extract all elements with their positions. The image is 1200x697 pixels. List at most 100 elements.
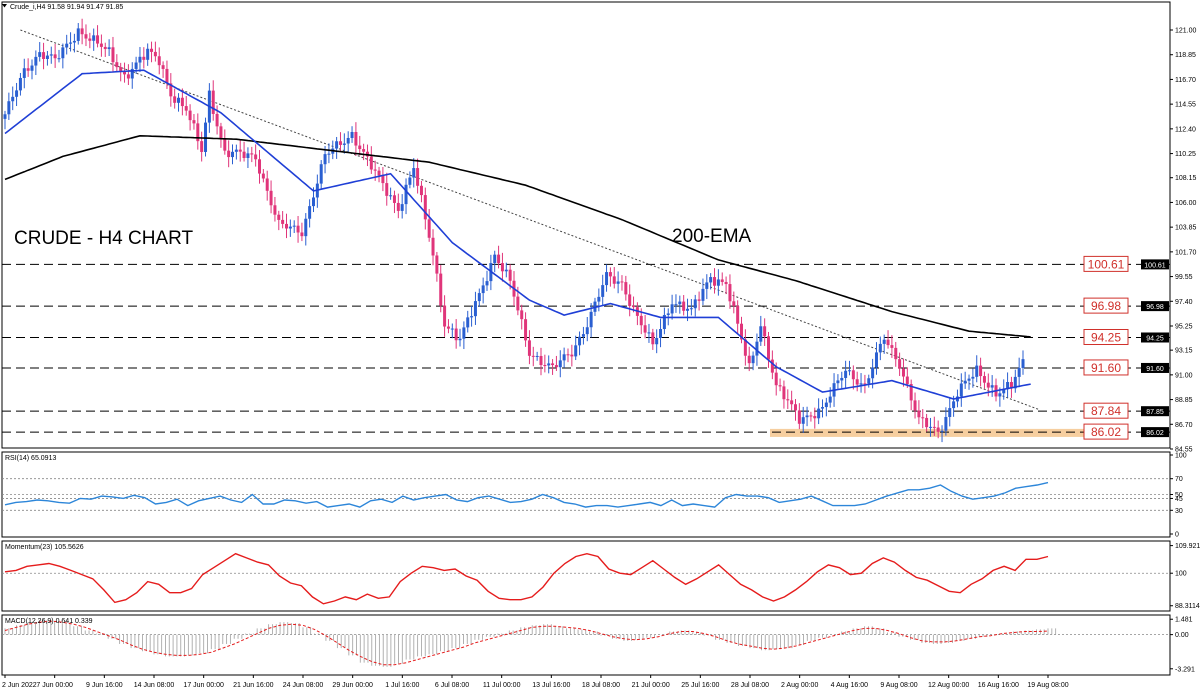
candle: [774, 362, 778, 396]
candle: [624, 275, 628, 301]
candle: [123, 62, 127, 83]
candle-body: [724, 281, 728, 285]
candle-body: [1017, 367, 1021, 377]
price-y-tick-label: 118.85: [1175, 52, 1196, 59]
candle-body: [847, 370, 851, 372]
candle-body: [504, 269, 508, 272]
candle: [416, 158, 420, 194]
candle-body: [840, 377, 844, 381]
candle-body: [126, 74, 130, 79]
candle: [728, 274, 732, 309]
candle-body: [254, 154, 258, 160]
candle-body: [439, 273, 443, 306]
candle: [720, 272, 724, 286]
candle-body: [304, 218, 308, 237]
candle-body: [53, 54, 57, 59]
candle-body: [153, 51, 157, 57]
candle-body: [863, 383, 867, 385]
candle: [662, 307, 666, 335]
candle: [211, 80, 215, 121]
candle-body: [543, 365, 547, 367]
candle: [971, 368, 975, 388]
candle: [377, 166, 381, 183]
candle: [111, 36, 115, 73]
candle: [747, 346, 751, 372]
candle: [234, 144, 238, 160]
candle-body: [308, 206, 312, 219]
x-tick-label: 14 Jun 08:00: [134, 682, 175, 689]
candle: [574, 335, 578, 361]
candle-body: [643, 325, 647, 333]
candle-body: [751, 355, 755, 364]
candle: [616, 271, 620, 294]
candle: [165, 60, 169, 89]
candle: [427, 209, 431, 242]
candle: [76, 23, 80, 45]
candle-body: [574, 345, 578, 357]
candle-body: [458, 338, 462, 341]
axis-tag-box: [1141, 362, 1169, 373]
candle: [462, 321, 466, 350]
candle: [759, 315, 763, 346]
candle: [743, 329, 747, 366]
x-tick-label: 16 Aug 16:00: [978, 682, 1019, 689]
candle-body: [612, 276, 616, 284]
candle: [238, 140, 242, 162]
candle-body: [38, 52, 42, 57]
price-y-tick-label: 110.25: [1175, 151, 1196, 158]
candle: [612, 267, 616, 289]
candle-body: [138, 56, 142, 63]
candle: [454, 319, 458, 349]
candle: [188, 104, 192, 131]
candle: [801, 406, 805, 433]
candle: [767, 331, 771, 368]
candle: [913, 392, 917, 419]
candle-body: [188, 110, 192, 121]
dropdown-icon[interactable]: [2, 4, 7, 8]
candle-body: [774, 372, 778, 386]
candle-body: [998, 393, 1002, 397]
candle-body: [979, 365, 983, 377]
candle: [450, 323, 454, 339]
level-label-text: 87.84: [1091, 404, 1121, 418]
candle: [820, 399, 824, 418]
candle-body: [701, 288, 705, 301]
x-tick-label: 21 Jul 00:00: [632, 682, 670, 689]
candle-body: [871, 367, 875, 379]
candle-body: [508, 269, 512, 281]
momentum-title: Momentum(23) 105.5626: [5, 544, 84, 551]
pane-macd: [1, 614, 1171, 676]
candle-body: [651, 332, 655, 345]
candle: [967, 374, 971, 390]
candle-body: [898, 359, 902, 369]
price-y-tick-label: 112.40: [1175, 126, 1196, 133]
candle-body: [392, 195, 396, 203]
candle-body: [547, 363, 551, 366]
candle-body: [443, 305, 447, 327]
candle: [493, 250, 497, 273]
candle-body: [450, 328, 454, 330]
x-tick-label: 18 Jul 08:00: [582, 682, 620, 689]
candle: [15, 82, 19, 107]
candle-body: [628, 294, 632, 306]
candle: [223, 129, 227, 155]
candle: [497, 245, 501, 269]
candle-body: [26, 68, 30, 71]
candle-body: [959, 383, 963, 397]
candle: [805, 406, 809, 427]
momentum-y-tick-label: 109.9216: [1175, 543, 1200, 550]
trendline: [20, 29, 1039, 410]
candle: [585, 316, 589, 342]
candle-body: [562, 354, 566, 361]
candle: [740, 316, 744, 344]
candle-body: [327, 153, 331, 155]
candle-body: [22, 68, 26, 78]
candle: [477, 288, 481, 307]
candle: [350, 126, 354, 143]
candle: [130, 62, 134, 89]
candle-body: [242, 151, 246, 159]
candle: [227, 140, 231, 168]
candle: [925, 413, 929, 432]
candle: [180, 88, 184, 116]
candle: [917, 400, 921, 425]
